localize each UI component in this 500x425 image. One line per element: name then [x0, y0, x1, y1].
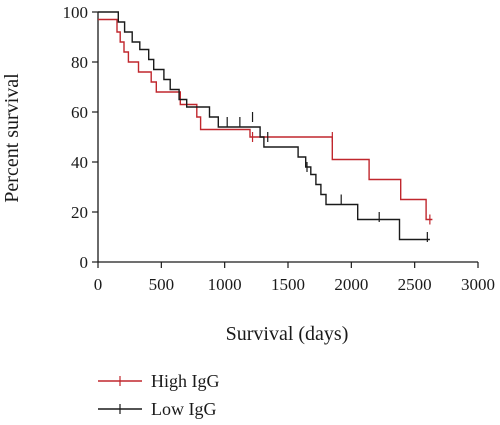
y-tick-label: 20: [71, 203, 88, 222]
x-tick-label: 3000: [461, 275, 495, 294]
y-tick-label: 0: [80, 253, 89, 272]
y-tick-label: 100: [63, 3, 89, 22]
x-tick-label: 2000: [334, 275, 368, 294]
legend-item-low-igg: Low IgG: [98, 399, 217, 419]
legend-item-high-igg: High IgG: [98, 371, 220, 391]
y-tick-label: 80: [71, 53, 88, 72]
x-tick-label: 1500: [271, 275, 305, 294]
series-low-igg: [98, 11, 430, 242]
y-tick-label: 40: [71, 153, 88, 172]
legend: High IgG Low IgG: [98, 371, 220, 419]
y-axis-title: Percent survival: [1, 73, 23, 203]
x-axis-title: Survival (days): [226, 323, 349, 345]
survival-line-low-igg: [98, 11, 430, 241]
x-tick-label: 0: [94, 275, 103, 294]
y-tick-label: 60: [71, 103, 88, 122]
x-tick-label: 1000: [208, 275, 242, 294]
series-high-igg: [98, 18, 433, 225]
legend-label: Low IgG: [151, 399, 217, 419]
legend-label: High IgG: [151, 371, 220, 391]
x-tick-label: 2500: [398, 275, 432, 294]
survival-line-high-igg: [98, 18, 433, 221]
series-layer: [98, 11, 433, 242]
x-tick-label: 500: [149, 275, 175, 294]
